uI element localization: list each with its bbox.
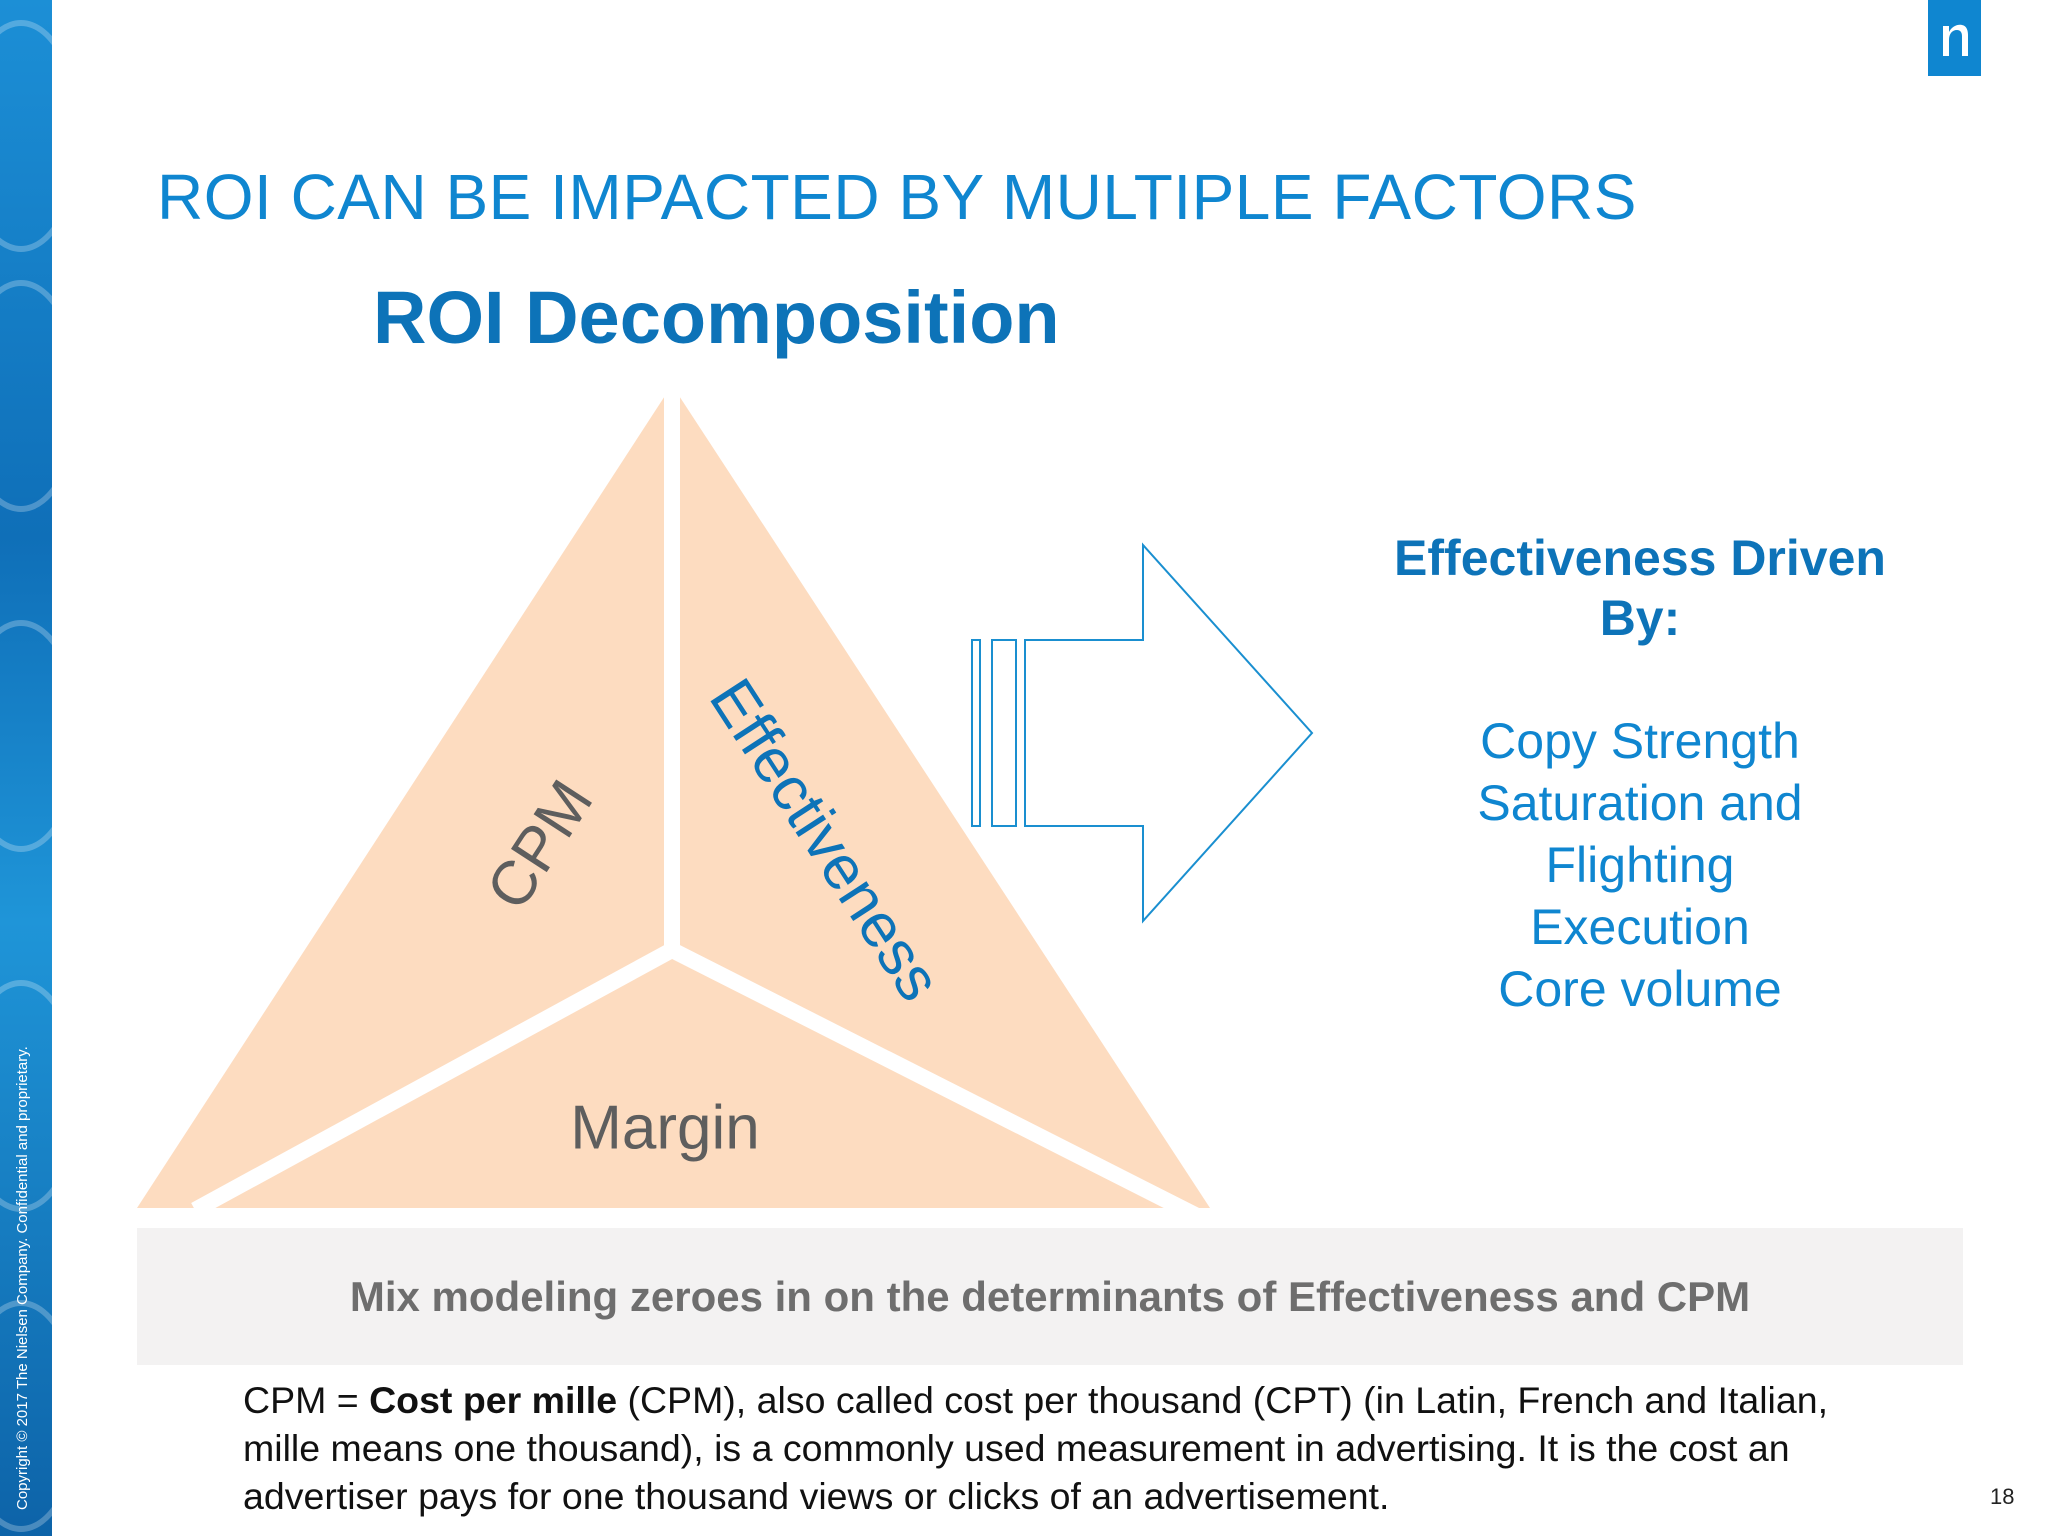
effectiveness-drivers-panel: Effectiveness Driven By: Copy Strength S… — [1370, 528, 1910, 1020]
page-title: ROI CAN BE IMPACTED BY MULTIPLE FACTORS — [157, 161, 1637, 233]
list-item: Core volume — [1498, 961, 1782, 1017]
swirl-decoration — [0, 20, 52, 252]
summary-banner-text: Mix modeling zeroes in on the determinan… — [349, 1272, 1751, 1320]
nielsen-logo — [1928, 0, 1981, 76]
triangle-base-gap — [137, 1208, 1217, 1226]
cpm-footnote: CPM = Cost per mille (CPM), also called … — [243, 1376, 1883, 1520]
swirl-decoration — [0, 280, 52, 512]
list-item: Saturation and — [1477, 775, 1803, 831]
page-number: 18 — [1990, 1484, 2015, 1509]
summary-banner: Mix modeling zeroes in on the determinan… — [137, 1228, 1963, 1365]
nielsen-logo-icon — [1943, 24, 1968, 56]
swirl-decoration — [0, 620, 52, 852]
triangle-divider-left — [191, 942, 676, 1218]
list-item: Flighting — [1545, 837, 1735, 893]
drivers-list: Copy Strength Saturation and Flighting E… — [1370, 710, 1910, 1020]
margin-face-label: Margin — [570, 1093, 760, 1163]
decorative-side-band: Copyright © 2017 The Nielsen Company. Co… — [0, 0, 52, 1536]
footnote-definition: (CPM), also called cost per thousand (CP… — [243, 1379, 1829, 1517]
swirl-decoration — [0, 1300, 52, 1532]
triangle-divider-right — [668, 942, 1219, 1233]
drivers-heading: Effectiveness Driven By: — [1370, 528, 1910, 648]
list-item: Execution — [1530, 899, 1750, 955]
swirl-decoration — [0, 980, 52, 1212]
drivers-heading-line: By: — [1599, 590, 1681, 646]
footnote-term: Cost per mille — [369, 1379, 618, 1421]
list-item: Copy Strength — [1480, 713, 1800, 769]
footnote-prefix: CPM = — [243, 1379, 370, 1421]
diagram-heading: ROI Decomposition — [373, 276, 1060, 359]
arrow-right-icon — [971, 542, 1314, 924]
drivers-heading-line: Effectiveness Driven — [1394, 530, 1886, 586]
